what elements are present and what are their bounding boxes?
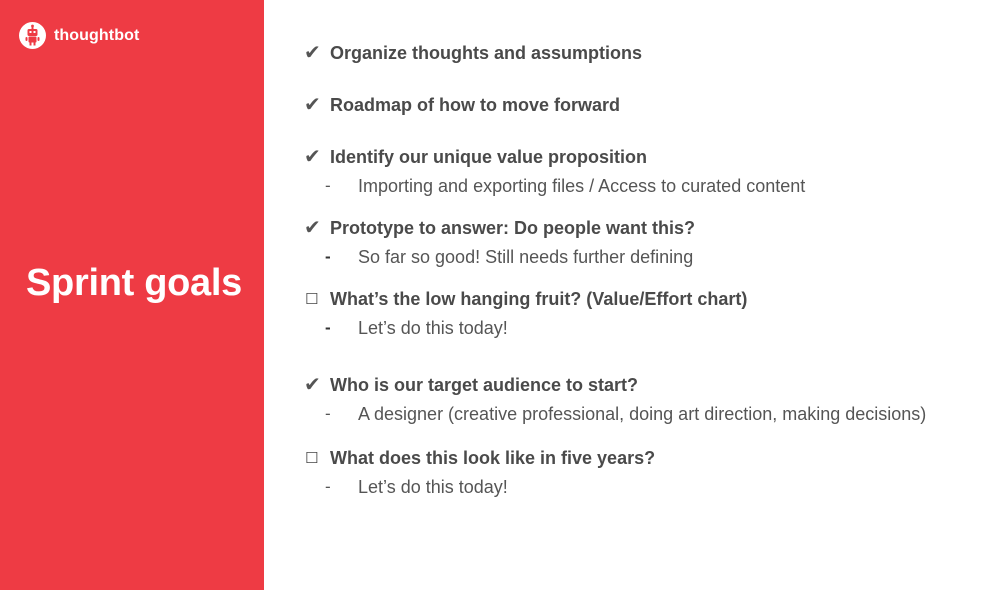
- goal-item-organize: ✔ Organize thoughts and assumptions: [304, 40, 642, 66]
- goal-label: Organize thoughts and assumptions: [330, 42, 643, 63]
- goal-note: Let’s do this today!: [358, 317, 508, 338]
- sidebar-panel: thoughtbot Sprint goals: [0, 0, 264, 590]
- checkmark-icon: ✔: [304, 42, 321, 64]
- checkmark-icon: ✔: [304, 94, 321, 116]
- checkmark-icon: ✔: [304, 374, 321, 396]
- goal-note: Importing and exporting files / Access t…: [358, 175, 806, 196]
- checkbox-empty-icon: ☐: [305, 449, 319, 467]
- dash-bullet: -: [325, 318, 331, 337]
- goal-item-value-proposition: ✔ Identify our unique value proposition …: [304, 144, 805, 199]
- dash-bullet: -: [325, 247, 331, 266]
- dash-bullet: -: [325, 404, 331, 423]
- dash-bullet: -: [325, 477, 331, 496]
- dash-bullet: -: [325, 176, 331, 195]
- robot-icon: [19, 22, 46, 49]
- goal-label: Roadmap of how to move forward: [330, 94, 621, 115]
- checkbox-empty-icon: ☐: [305, 290, 319, 308]
- slide-title: Sprint goals: [26, 262, 242, 304]
- goal-item-target-audience: ✔ Who is our target audience to start? -…: [304, 372, 926, 427]
- goal-note: A designer (creative professional, doing…: [358, 403, 927, 424]
- goal-label: Prototype to answer: Do people want this…: [330, 217, 696, 238]
- goal-item-five-years: ☐ What does this look like in five years…: [304, 445, 655, 500]
- goal-note: Let’s do this today!: [358, 476, 508, 497]
- goal-item-roadmap: ✔ Roadmap of how to move forward: [304, 92, 620, 118]
- brand-logo: thoughtbot: [19, 22, 139, 49]
- checkmark-icon: ✔: [304, 146, 321, 168]
- goal-label: What’s the low hanging fruit? (Value/Eff…: [330, 288, 748, 309]
- goal-item-prototype: ✔ Prototype to answer: Do people want th…: [304, 215, 695, 270]
- brand-name: thoughtbot: [54, 26, 140, 44]
- goal-label: What does this look like in five years?: [330, 447, 656, 468]
- checkmark-icon: ✔: [304, 217, 321, 239]
- goal-note: So far so good! Still needs further defi…: [358, 246, 694, 267]
- goal-item-low-hanging-fruit: ☐ What’s the low hanging fruit? (Value/E…: [304, 286, 747, 341]
- goal-label: Identify our unique value proposition: [330, 146, 648, 167]
- goal-label: Who is our target audience to start?: [330, 374, 639, 395]
